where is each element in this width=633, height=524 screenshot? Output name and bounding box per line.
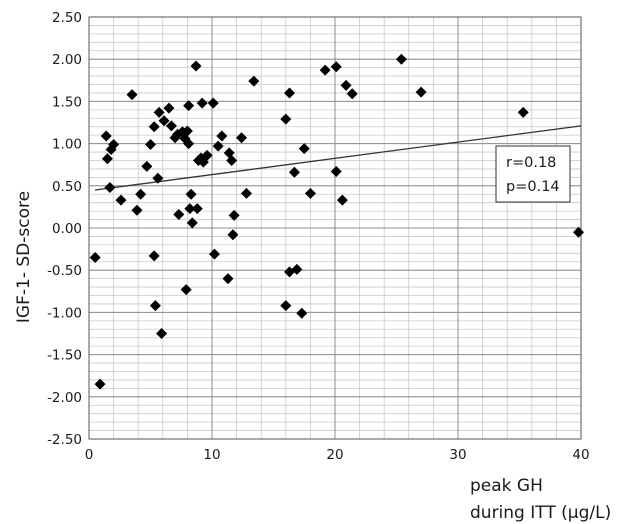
data-point	[395, 53, 407, 65]
data-point	[573, 226, 585, 238]
data-point	[212, 140, 224, 152]
data-point	[280, 113, 292, 125]
data-point	[248, 75, 260, 87]
x-tick-label: 30	[449, 447, 466, 463]
data-point	[190, 60, 202, 72]
y-tick-label: -0.50	[47, 263, 82, 279]
data-point	[173, 208, 185, 220]
data-point	[330, 61, 342, 73]
data-point	[222, 273, 234, 285]
data-point	[216, 130, 228, 142]
x-tick-label: 40	[572, 447, 589, 463]
data-point	[291, 263, 303, 275]
data-point	[163, 102, 175, 114]
data-point	[236, 132, 248, 144]
y-tick-label: -1.50	[47, 348, 82, 364]
data-point	[186, 217, 198, 229]
data-point	[185, 188, 197, 200]
data-point	[201, 149, 213, 161]
y-tick-label: 2.50	[52, 10, 82, 26]
y-tick-label: 2.00	[52, 52, 82, 68]
data-point	[115, 194, 127, 206]
y-tick-labels: -2.50 -2.00 -1.50 -1.00 -0.50 0.00 0.50 1.00 1.5…	[47, 10, 82, 448]
data-point	[152, 172, 164, 184]
data-point	[94, 378, 106, 390]
data-point	[183, 138, 195, 150]
data-point	[148, 121, 160, 133]
y-tick-label: 0.50	[52, 179, 82, 195]
y-tick-label: 0.00	[52, 221, 82, 237]
data-point	[227, 229, 239, 241]
data-point	[280, 300, 292, 312]
x-tick-label: 0	[85, 447, 94, 463]
data-point	[288, 166, 300, 178]
data-point	[156, 328, 168, 339]
x-tick-label: 20	[326, 447, 343, 463]
data-point	[158, 115, 170, 127]
data-point	[226, 154, 238, 166]
data-point	[336, 194, 348, 206]
data-point	[319, 64, 331, 76]
data-point	[145, 138, 156, 150]
data-point	[240, 187, 252, 199]
plot-area-border	[88, 16, 582, 440]
trend-line	[95, 125, 582, 191]
data-point	[135, 188, 147, 200]
y-tick-label: 1.00	[52, 137, 82, 153]
data-point	[330, 165, 342, 177]
data-point	[89, 252, 101, 264]
data-point	[148, 250, 160, 262]
data-point	[183, 100, 195, 112]
data-point	[296, 307, 308, 319]
data-point	[228, 209, 240, 221]
annotation-p-value: p=0.14	[506, 179, 560, 195]
data-point	[181, 125, 193, 137]
data-point	[415, 86, 427, 98]
data-point	[100, 130, 112, 142]
correlation-annotation: r=0.18 p=0.14	[495, 145, 571, 203]
data-point	[191, 203, 203, 215]
y-tick-label: -1.00	[47, 305, 82, 321]
data-point	[153, 106, 165, 118]
data-points	[89, 53, 585, 390]
data-point	[165, 120, 177, 132]
data-point	[104, 181, 116, 193]
data-point	[283, 87, 295, 99]
annotation-box	[495, 145, 571, 203]
data-point	[141, 160, 153, 172]
annotation-r-value: r=0.18	[506, 155, 556, 171]
data-point	[298, 143, 310, 155]
data-point	[346, 88, 358, 100]
data-point	[207, 97, 219, 109]
x-tick-labels: 0 10 20 30 40	[85, 447, 590, 463]
x-axis-label-line-2: during ITT (µg/L)	[470, 503, 611, 523]
data-point	[131, 204, 143, 216]
data-point	[108, 138, 120, 150]
y-tick-label: 1.50	[52, 94, 82, 110]
y-axis-label: IGF-1- SD-score	[14, 191, 34, 323]
data-point	[149, 300, 161, 312]
y-tick-label: -2.00	[47, 390, 82, 406]
data-point	[196, 97, 208, 109]
x-axis-label-line-1: peak GH	[470, 476, 543, 496]
data-point	[340, 79, 352, 91]
data-point	[126, 89, 138, 101]
data-point	[208, 248, 220, 260]
data-point	[180, 284, 192, 296]
data-point	[184, 203, 196, 215]
data-point	[517, 106, 529, 118]
data-point	[304, 187, 316, 199]
y-tick-label: -2.50	[47, 432, 82, 448]
x-tick-label: 10	[203, 447, 220, 463]
data-point	[101, 153, 113, 165]
